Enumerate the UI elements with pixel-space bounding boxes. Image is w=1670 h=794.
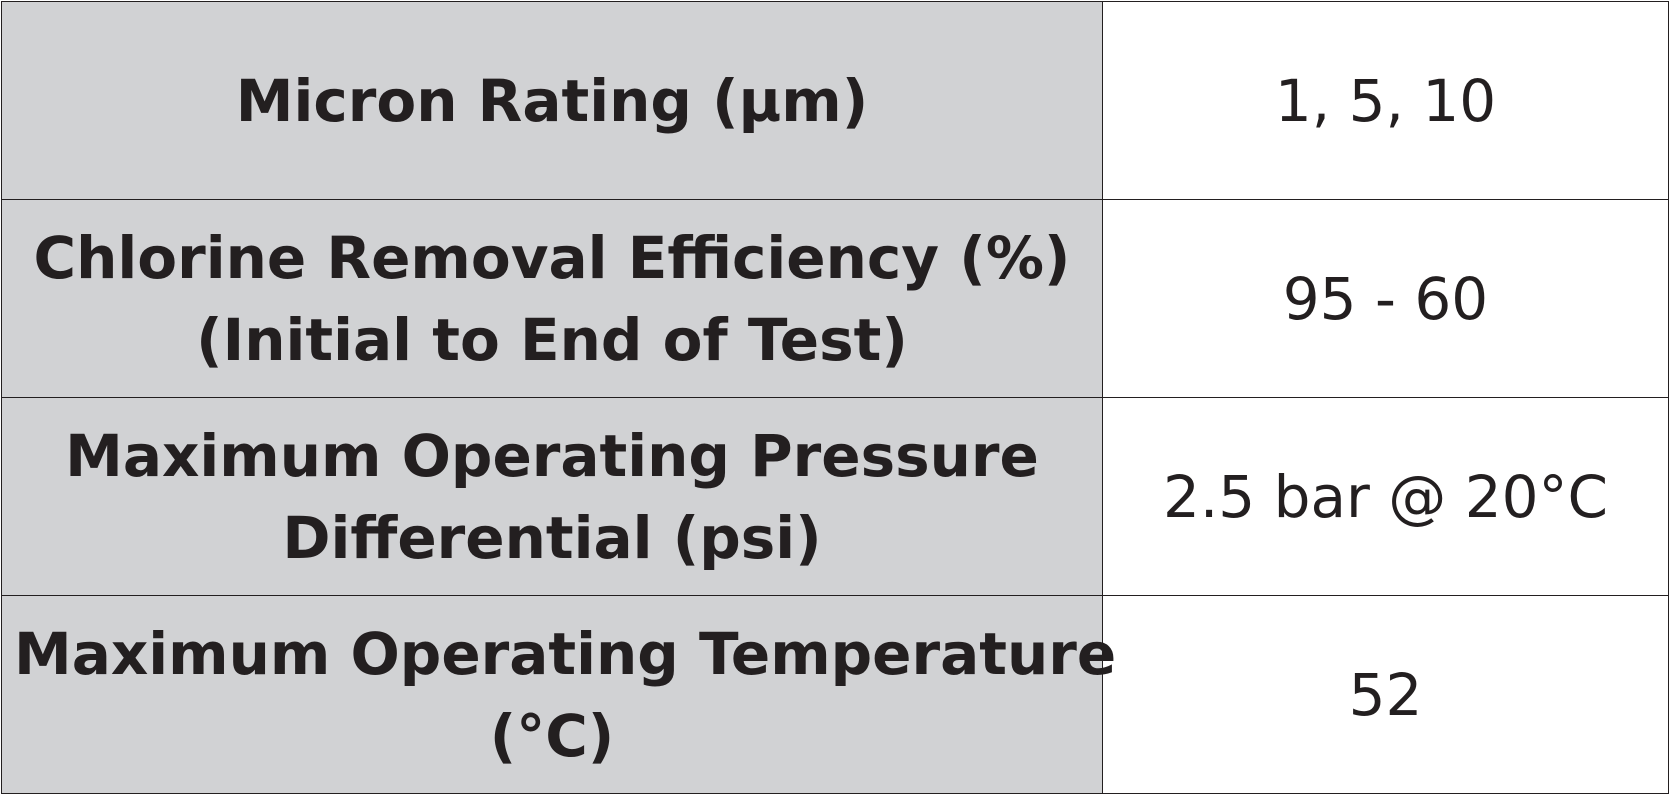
table-row: Maximum Operating Temperature (°C) 52 [1, 595, 1669, 794]
table-row: Chlorine Removal Efficiency (%) (Initial… [1, 199, 1669, 398]
spec-value-cell: 95 - 60 [1102, 199, 1669, 398]
spec-label-line: Maximum Operating Pressure [65, 421, 1039, 490]
spec-label-cell: Chlorine Removal Efficiency (%) (Initial… [1, 199, 1103, 398]
spec-value-cell: 2.5 bar @ 20°C [1102, 397, 1669, 596]
spec-label-line: (Initial to End of Test) [196, 305, 908, 374]
spec-label-line: Differential (psi) [282, 503, 822, 572]
spec-label-line: Maximum Operating Temperature [14, 619, 1117, 688]
spec-label-line: (°C) [489, 701, 615, 770]
table-row: Maximum Operating Pressure Differential … [1, 397, 1669, 596]
spec-value-cell: 52 [1102, 595, 1669, 794]
spec-label-cell: Maximum Operating Pressure Differential … [1, 397, 1103, 596]
spec-label-line: Chlorine Removal Efficiency (%) [33, 223, 1071, 292]
table-row: Micron Rating (µm) 1, 5, 10 [1, 1, 1669, 200]
spec-label-cell: Micron Rating (µm) [1, 1, 1103, 200]
spec-value-cell: 1, 5, 10 [1102, 1, 1669, 200]
spec-label-cell: Maximum Operating Temperature (°C) [1, 595, 1117, 794]
spec-label-line: Micron Rating (µm) [235, 66, 869, 135]
